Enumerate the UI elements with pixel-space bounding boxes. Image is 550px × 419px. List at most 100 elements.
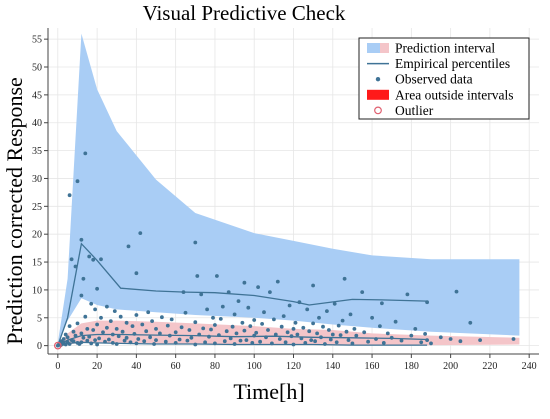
legend-swatch-prediction-interval-pink (380, 43, 389, 53)
observed-point (61, 337, 66, 341)
observed-point (83, 151, 88, 156)
observed-point (328, 337, 333, 342)
observed-point (311, 283, 315, 288)
x-tick-label: 140 (325, 361, 340, 372)
observed-point (448, 337, 453, 341)
observed-point (242, 328, 247, 333)
observed-point (91, 328, 96, 332)
observed-point (73, 264, 78, 269)
upper-prediction-band (57, 33, 520, 346)
observed-point (348, 312, 353, 317)
observed-point (97, 336, 101, 341)
observed-point (287, 303, 292, 308)
observed-point (193, 240, 198, 245)
observed-point (344, 329, 349, 334)
observed-point (295, 332, 300, 337)
observed-point (242, 280, 247, 285)
observed-point (226, 290, 231, 294)
observed-point (307, 329, 312, 334)
observed-point (370, 315, 374, 320)
chart-title: Visual Predictive Check (143, 1, 346, 25)
observed-point (201, 326, 206, 331)
observed-point (313, 339, 317, 344)
x-tick-label: 60 (171, 361, 181, 372)
observed-point (67, 324, 72, 328)
legend-label: Observed data (395, 72, 473, 87)
axes: 0 20 40 60 80 100 120 140 160 180 200 220 240 0 5 10 15 2… (32, 28, 539, 372)
observed-point (110, 341, 115, 345)
observed-point (272, 317, 276, 322)
observed-point (238, 338, 243, 343)
observed-point (291, 327, 296, 331)
observed-point (252, 318, 257, 322)
observed-point (193, 342, 198, 347)
x-tick-label: 200 (443, 361, 458, 372)
observed-point (134, 271, 139, 276)
observed-point (154, 338, 158, 342)
legend-label: Outlier (395, 103, 434, 118)
legend-swatch-prediction-interval (367, 43, 380, 53)
observed-point (160, 315, 164, 320)
observed-point (232, 342, 237, 346)
observed-point (107, 337, 111, 342)
observed-point (213, 323, 217, 327)
observed-point (103, 339, 107, 344)
empirical-percentile-line-95th (57, 242, 428, 346)
observed-point (319, 335, 323, 340)
observed-point (81, 276, 86, 281)
observed-point (266, 328, 270, 332)
observed-point (429, 341, 433, 346)
observed-point (130, 324, 135, 328)
observed-point (330, 332, 335, 337)
y-tick-label: 20 (32, 230, 42, 241)
observed-point (134, 313, 139, 317)
outlier-markers (53, 341, 62, 350)
observed-point (185, 338, 190, 343)
x-axis-label: Time[h] (233, 379, 304, 404)
x-tick-label: 160 (365, 361, 380, 372)
observed-point (71, 339, 76, 344)
observed-point (163, 339, 168, 344)
observed-point (101, 330, 105, 335)
observed-point (87, 254, 92, 259)
observed-point (71, 329, 76, 334)
observed-point (232, 312, 237, 317)
observed-point (99, 315, 103, 320)
observed-point (230, 324, 235, 329)
observed-point (258, 339, 262, 344)
observed-point (116, 334, 121, 339)
observed-point (250, 341, 255, 345)
observed-point (323, 342, 327, 346)
observed-point (95, 286, 99, 291)
observed-point (122, 338, 127, 343)
observed-point (228, 336, 233, 341)
observed-point (179, 325, 184, 330)
observed-point (346, 338, 351, 342)
observed-point (362, 330, 367, 335)
observed-point (79, 293, 84, 298)
observed-point (120, 329, 125, 334)
observed-point (244, 338, 249, 342)
observed-point (75, 321, 80, 326)
observed-point (338, 333, 343, 337)
observed-point (124, 320, 129, 325)
observed-point (285, 330, 290, 335)
observed-point (385, 331, 390, 336)
observed-point (366, 339, 370, 344)
observed-point (273, 332, 278, 337)
observed-point (264, 335, 268, 340)
y-tick-label: 5 (37, 313, 42, 324)
observed-point (144, 329, 149, 334)
observed-point (260, 322, 264, 326)
observed-point (413, 327, 418, 331)
observed-point (173, 330, 178, 335)
observed-point (336, 323, 341, 328)
observed-point (360, 290, 365, 294)
y-tick-label: 55 (32, 35, 42, 46)
observed-point (67, 193, 72, 198)
observed-point (99, 257, 103, 262)
observed-point (246, 305, 251, 310)
observed-point (138, 231, 143, 236)
observed-point (203, 340, 208, 345)
observed-point (197, 332, 202, 337)
